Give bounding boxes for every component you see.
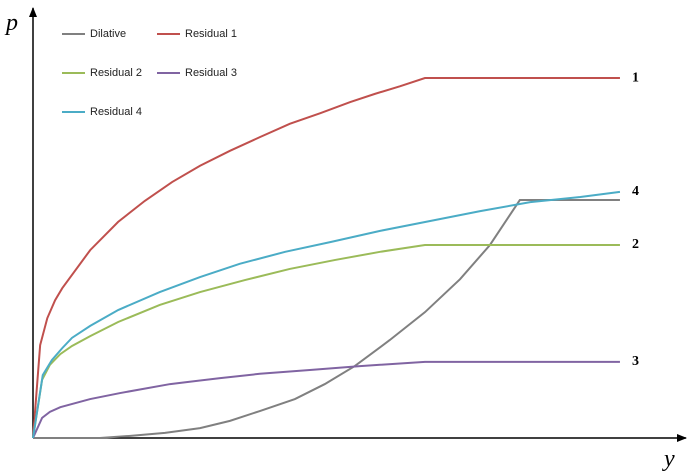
series-line [32, 360, 620, 439]
series-line [32, 243, 620, 439]
legend-label: Residual 2 [90, 67, 142, 79]
end-label: 4 [632, 184, 639, 199]
end-label: 3 [632, 354, 639, 369]
series-line [32, 77, 620, 439]
x-axis-label: y [662, 446, 675, 472]
legend-label: Residual 1 [185, 28, 237, 40]
legend-label: Dilative [90, 28, 126, 40]
end-label: 1 [632, 70, 639, 85]
y-axis-label: p [4, 10, 18, 36]
legend-label: Residual 3 [185, 67, 237, 79]
series-line [32, 190, 621, 439]
end-label: 2 [632, 237, 639, 252]
legend-label: Residual 4 [90, 106, 142, 118]
series-line [33, 199, 620, 439]
